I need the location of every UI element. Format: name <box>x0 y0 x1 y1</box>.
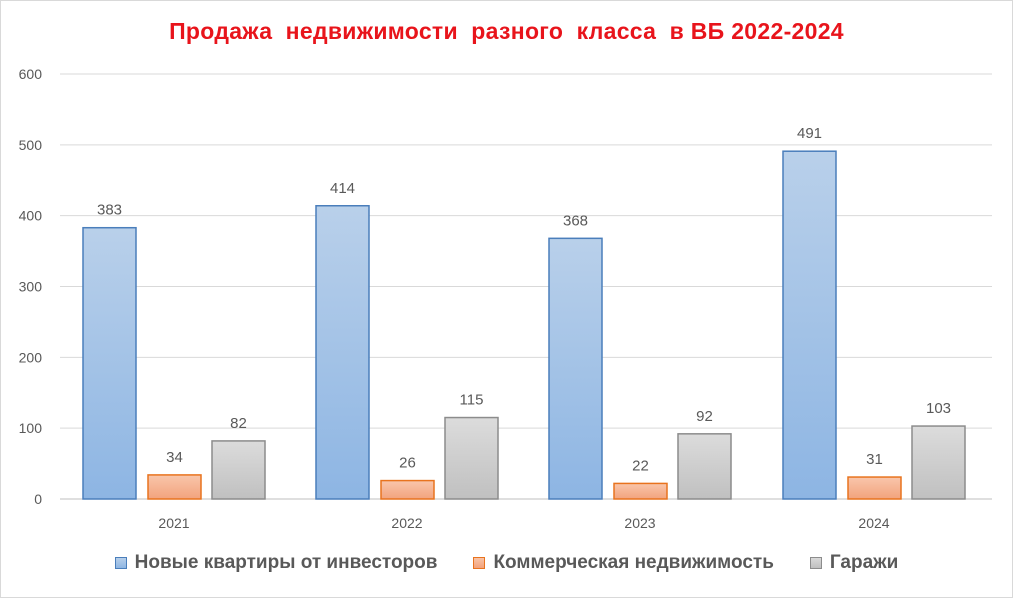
data-label: 34 <box>166 449 183 466</box>
y-tick-label: 500 <box>19 137 43 153</box>
legend-item-commercial: Коммерческая недвижимость <box>473 552 774 574</box>
legend: Новые квартиры от инвесторов Коммерческа… <box>0 552 1013 574</box>
bars <box>82 150 966 500</box>
legend-item-new-apartments: Новые квартиры от инвесторов <box>114 552 438 574</box>
y-tick-label: 100 <box>19 420 43 436</box>
bar-1-2022 <box>380 479 435 500</box>
data-label: 115 <box>460 392 484 409</box>
y-tick-label: 600 <box>19 66 43 82</box>
legend-label: Гаражи <box>829 552 899 573</box>
x-tick-label: 2023 <box>624 515 655 531</box>
y-tick-label: 200 <box>19 349 43 365</box>
legend-swatch-gray <box>809 557 822 569</box>
data-label: 26 <box>399 455 416 472</box>
bar-0-2024 <box>782 150 837 500</box>
legend-swatch-blue <box>114 557 127 569</box>
legend-item-garages: Гаражи <box>809 552 899 574</box>
bar-0-2021 <box>82 226 137 500</box>
legend-label: Коммерческая недвижимость <box>493 552 774 573</box>
bar-2-2023 <box>677 433 732 500</box>
y-tick-label: 0 <box>34 491 42 507</box>
legend-swatch-orange <box>473 557 486 569</box>
data-label: 368 <box>563 212 588 229</box>
chart-title: Продажа недвижимости разного класса в ВБ… <box>169 18 844 44</box>
bar-1-2024 <box>847 476 902 500</box>
bar-0-2022 <box>315 205 370 500</box>
bar-0-2023 <box>548 237 603 500</box>
bar-2-2024 <box>911 425 966 500</box>
data-label: 103 <box>926 400 951 417</box>
bar-2-2021 <box>211 440 266 500</box>
data-labels: 383 414 368 491 34 26 22 31 82 115 92 103 <box>97 125 951 474</box>
data-label: 31 <box>866 451 883 468</box>
data-label: 414 <box>330 180 355 197</box>
bar-2-2022 <box>444 416 499 500</box>
gridlines <box>60 73 992 500</box>
data-label: 491 <box>797 125 822 142</box>
data-label: 92 <box>696 408 713 425</box>
y-tick-label: 400 <box>19 208 43 224</box>
x-tick-label: 2024 <box>858 515 889 531</box>
x-axis-ticks: 2021 2022 2023 2024 <box>158 515 889 531</box>
legend-label: Новые квартиры от инвесторов <box>134 552 438 573</box>
bar-1-2023 <box>613 482 668 500</box>
x-tick-label: 2021 <box>158 515 189 531</box>
data-label: 383 <box>97 202 122 219</box>
data-label: 82 <box>230 415 247 432</box>
x-tick-label: 2022 <box>391 515 422 531</box>
data-label: 22 <box>632 457 649 474</box>
bar-1-2021 <box>147 474 202 500</box>
y-tick-label: 300 <box>19 279 43 295</box>
y-axis-ticks: 0 100 200 300 400 500 600 <box>19 66 43 507</box>
